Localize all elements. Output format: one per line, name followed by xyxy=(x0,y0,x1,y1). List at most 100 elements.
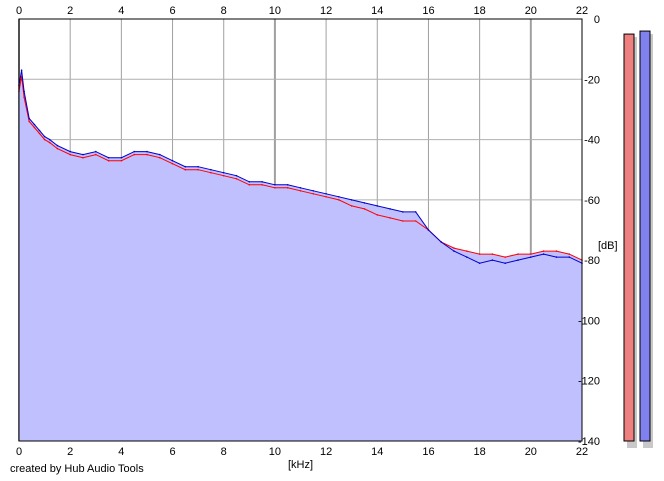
data-point-left xyxy=(38,132,41,135)
x-axis-label: [kHz] xyxy=(288,459,313,471)
x-tick-label-top: 20 xyxy=(525,5,537,17)
y-axis-label: [dB] xyxy=(598,240,618,252)
data-point-left xyxy=(414,220,417,222)
data-point-right xyxy=(248,181,251,183)
data-point-right xyxy=(133,150,135,153)
x-tick-label-top: 8 xyxy=(221,5,227,17)
y-tick-label: -120 xyxy=(578,376,600,388)
data-point-left xyxy=(248,184,251,186)
spectrum-area xyxy=(19,70,582,441)
data-point-right xyxy=(274,184,276,186)
data-point-left xyxy=(350,205,353,207)
data-point-left xyxy=(325,196,327,198)
data-point-left xyxy=(568,253,570,255)
data-point-right xyxy=(504,262,507,265)
data-point-right xyxy=(28,117,31,120)
data-point-right xyxy=(478,262,481,265)
data-point-left xyxy=(530,253,532,255)
data-point-right xyxy=(530,256,532,258)
x-tick-label-top: 6 xyxy=(169,5,175,17)
x-tick-label-top: 14 xyxy=(371,5,383,17)
data-point-left xyxy=(184,168,187,171)
series-line-right xyxy=(18,70,583,264)
data-point-right xyxy=(171,159,174,162)
data-point-right xyxy=(299,187,302,189)
data-point-right xyxy=(325,193,327,195)
x-tick-label-bottom: 0 xyxy=(16,446,22,458)
data-point-left xyxy=(235,178,238,180)
data-point-right xyxy=(440,241,443,243)
data-point-left xyxy=(43,138,46,141)
data-point-right xyxy=(389,208,391,210)
spectrum-fill-area xyxy=(19,70,582,441)
data-point-right xyxy=(555,256,558,258)
data-point-right xyxy=(376,205,379,207)
data-point-left xyxy=(402,220,404,222)
data-point-right xyxy=(568,256,570,258)
data-point-left xyxy=(197,168,199,171)
data-point-right xyxy=(338,196,340,198)
data-point-right xyxy=(95,150,97,153)
data-point-right xyxy=(56,144,59,147)
data-point-right xyxy=(286,184,289,186)
data-point-left xyxy=(312,193,315,195)
data-point-left xyxy=(133,153,135,156)
data-point-right xyxy=(542,253,545,255)
x-tick-label-bottom: 22 xyxy=(576,446,588,458)
data-point-left xyxy=(146,153,148,156)
data-point-left xyxy=(28,120,31,123)
x-tick-label-top: 4 xyxy=(118,5,124,17)
data-point-left xyxy=(363,208,366,210)
y-tick-label: -80 xyxy=(584,255,600,267)
data-point-right xyxy=(82,153,84,156)
data-point-left xyxy=(33,126,36,129)
x-tick-label-bottom: 10 xyxy=(269,446,281,458)
y-tick-label: -60 xyxy=(584,195,600,207)
x-tick-label-top: 2 xyxy=(67,5,73,17)
data-point-left xyxy=(491,253,494,255)
data-point-right xyxy=(43,135,46,138)
data-point-left xyxy=(555,250,558,252)
data-point-left xyxy=(69,153,71,156)
y-tick-label: -140 xyxy=(578,436,600,448)
x-tick-label-top: 10 xyxy=(269,5,281,17)
series-line-left xyxy=(18,76,583,261)
data-point-right xyxy=(312,190,315,192)
x-tick-label-bottom: 4 xyxy=(118,446,124,458)
data-point-left xyxy=(504,256,507,258)
x-tick-label-bottom: 6 xyxy=(169,446,175,458)
data-point-right xyxy=(20,69,23,71)
data-point-left xyxy=(261,184,263,186)
data-point-right xyxy=(197,165,199,168)
level-meter-left xyxy=(623,33,635,442)
data-point-right xyxy=(350,199,353,201)
data-point-right xyxy=(453,250,455,252)
data-point-right xyxy=(23,90,25,93)
data-point-right xyxy=(184,165,187,168)
x-tick-label-top: 0 xyxy=(16,5,22,17)
data-point-right xyxy=(402,211,404,213)
data-point-left xyxy=(23,96,25,99)
x-tick-label-top: 18 xyxy=(474,5,486,17)
data-point-left xyxy=(299,190,302,192)
data-point-right xyxy=(69,150,71,153)
data-point-left xyxy=(542,250,545,252)
x-tick-label-top: 22 xyxy=(576,5,588,17)
x-tick-label-top: 16 xyxy=(422,5,434,17)
x-tick-label-bottom: 14 xyxy=(371,446,383,458)
data-point-left xyxy=(376,214,379,216)
data-point-right xyxy=(466,256,468,258)
data-point-right xyxy=(517,259,519,261)
series-lines xyxy=(18,69,583,265)
data-point-left xyxy=(95,153,97,156)
data-point-left xyxy=(478,253,481,255)
data-point-left xyxy=(82,156,84,159)
x-tick-label-bottom: 12 xyxy=(320,446,332,458)
y-tick-label: -100 xyxy=(578,315,600,327)
x-tick-label-bottom: 8 xyxy=(221,446,227,458)
data-point-left xyxy=(338,199,340,201)
data-point-right xyxy=(146,150,148,153)
level-meters xyxy=(623,30,653,449)
data-point-left xyxy=(222,174,225,177)
